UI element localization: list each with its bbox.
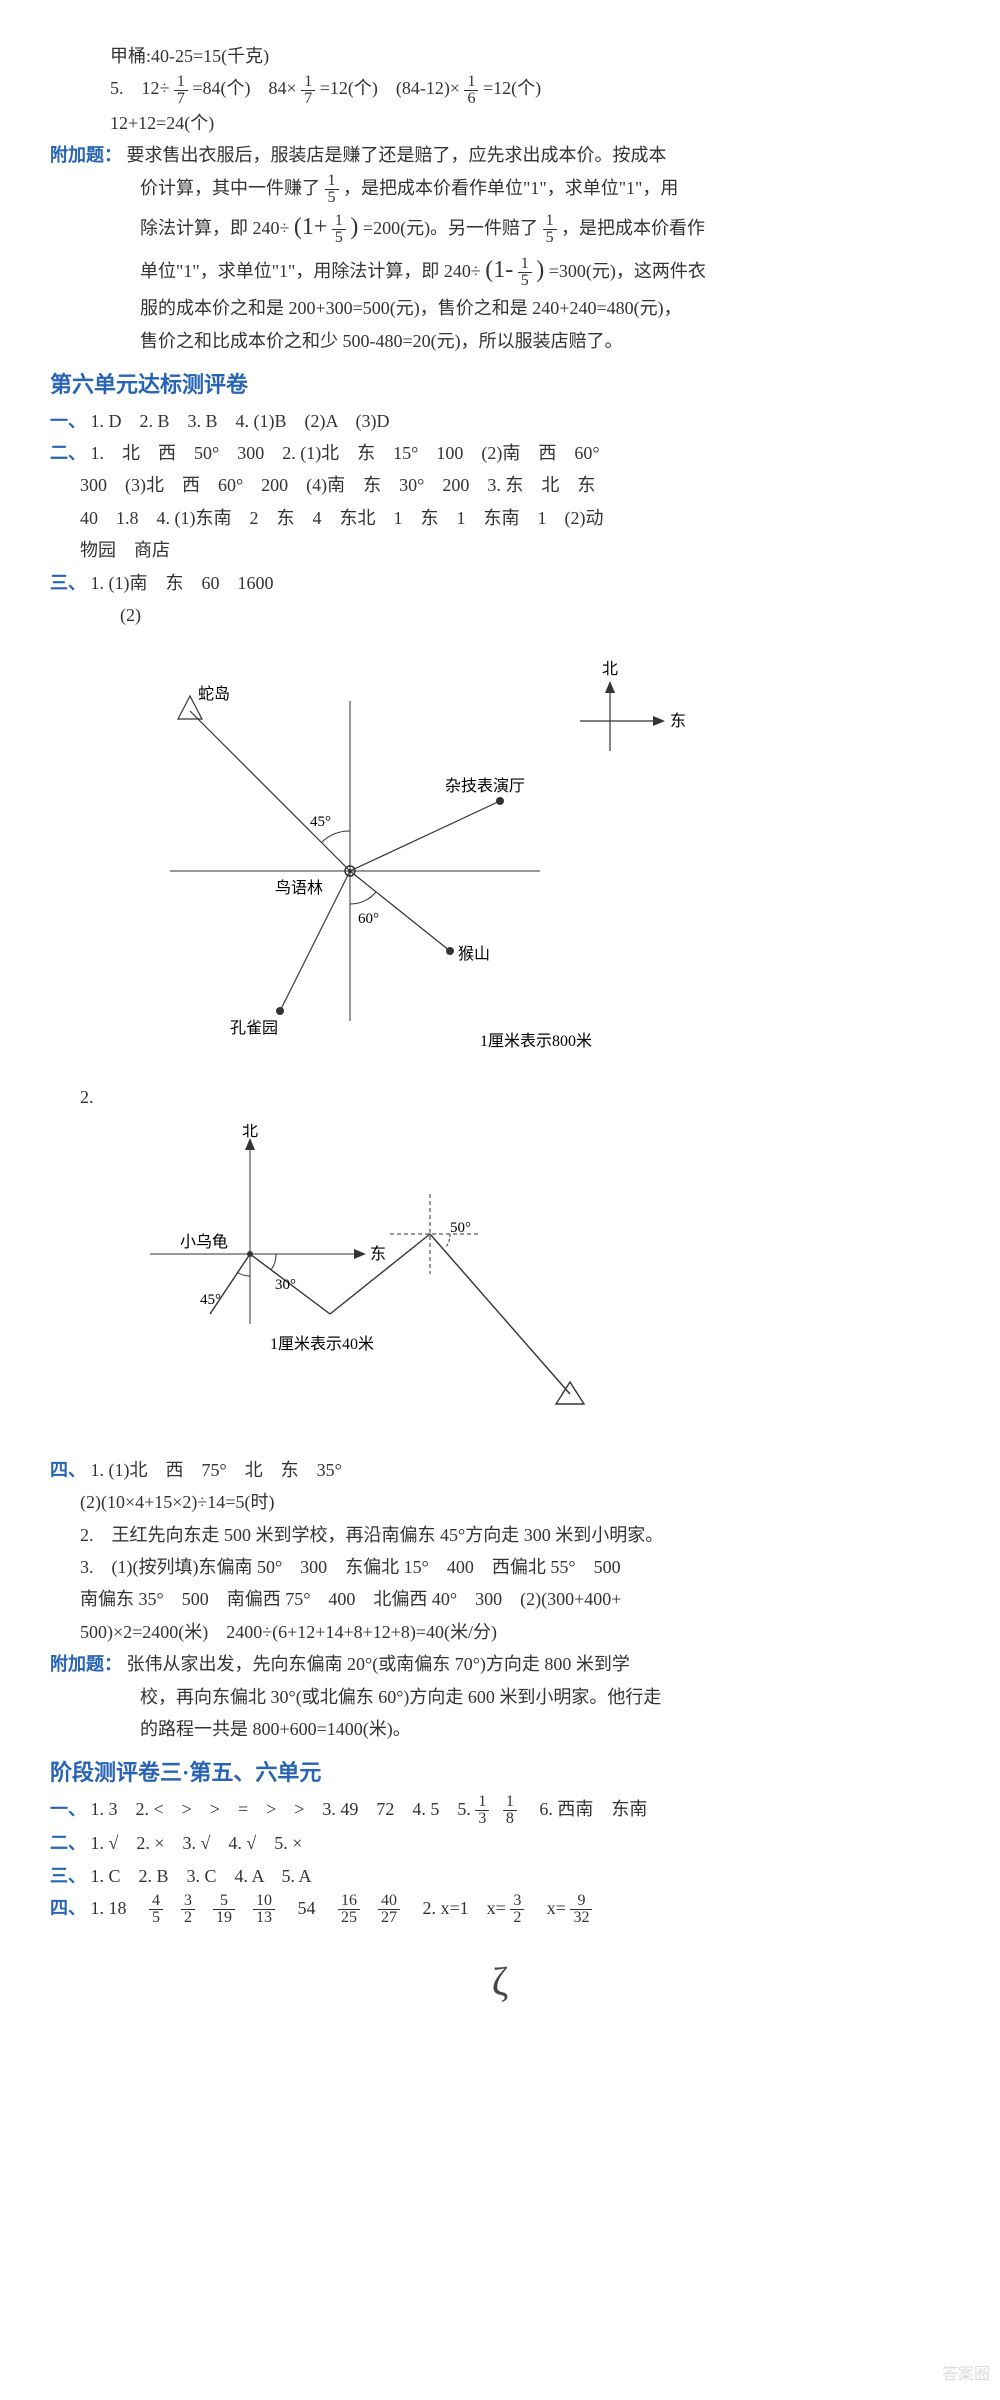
d2-angle50: 50° (450, 1220, 471, 1236)
d2-east: 东 (370, 1245, 386, 1263)
l2-mid1: =84(个) 84× (192, 78, 296, 98)
d2-angle45: 45° (200, 1292, 221, 1308)
s4-prefix: 四、 (50, 1460, 86, 1480)
kongque-label: 孔雀园 (230, 1019, 278, 1037)
unit6-s4-l3: 2. 王红先向东走 500 米到学校，再沿南偏东 45°方向走 300 米到小明… (50, 1519, 950, 1551)
fujia2-l1: 附加题： 张伟从家出发，先向东偏南 20°(或南偏东 70°)方向走 800 米… (50, 1648, 950, 1680)
s3-prefix: 三、 (50, 573, 86, 593)
unit6-s2-l4: 物园 商店 (50, 534, 950, 566)
frac-1-5c: 15 (543, 213, 557, 246)
fujia2-l3: 的路程一共是 800+600=1400(米)。 (50, 1713, 950, 1745)
niaoyu-label: 鸟语林 (275, 879, 323, 897)
d2-angle30: 30° (275, 1277, 296, 1293)
fujia-prefix: 附加题： (50, 145, 122, 165)
top-line3: 12+12=24(个) (50, 107, 950, 139)
compass-north-label: 北 (602, 660, 618, 678)
unit6-s2-l1: 二、 1. 北 西 50° 300 2. (1)北 东 15° 100 (2)南… (50, 437, 950, 469)
fujia-l4: 单位"1"，求单位"1"，用除法计算，即 240÷ (1- 15 ) =300(… (50, 249, 950, 292)
unit6-heading: 第六单元达标测评卷 (50, 365, 950, 405)
shedao-label: 蛇岛 (198, 685, 230, 703)
fujia-l6: 售价之和比成本价之和少 500-480=20(元)，所以服装店赔了。 (50, 325, 950, 357)
unit6-s4-l1: 四、 1. (1)北 西 75° 北 东 35° (50, 1454, 950, 1486)
diagram-1: 北 东 蛇岛 45° 杂技表演厅 猴山 60° 孔雀园 鸟语林 1厘米表示800… (50, 641, 950, 1071)
scale-label-2: 1厘米表示40米 (270, 1335, 374, 1353)
fujia-l3: 除法计算，即 240÷ (1+ 15 ) =200(元)。另一件赔了 15 ，是… (50, 206, 950, 249)
frac-1-7b: 17 (301, 74, 315, 107)
stage3-heading: 阶段测评卷三·第五、六单元 (50, 1753, 950, 1793)
unit6-s2-l3: 40 1.8 4. (1)东南 2 东 4 东北 1 东 1 东南 1 (2)动 (50, 502, 950, 534)
d2-xiaowugui: 小乌龟 (180, 1233, 228, 1251)
top-line2: 5. 12÷ 17 =84(个) 84× 17 =12(个) (84-12)× … (50, 72, 950, 106)
stage3-s4: 四、 1. 18 45 32 519 1013 54 1625 4027 2. … (50, 1892, 950, 1926)
fujia-l2: 价计算，其中一件赚了 15 ，是把成本价看作单位"1"，求单位"1"，用 (50, 172, 950, 206)
d2-north: 北 (242, 1124, 258, 1140)
unit6-s4-l5: 南偏东 35° 500 南偏西 75° 400 北偏西 40° 300 (2)(… (50, 1583, 950, 1615)
top-line1: 甲桶:40-25=15(千克) (50, 40, 950, 72)
l2-prefix: 5. 12÷ (110, 78, 169, 98)
unit6-s4-l2: (2)(10×4+15×2)÷14=5(时) (50, 1486, 950, 1518)
unit6-s3-l2: (2) (50, 599, 950, 631)
houshan-label: 猴山 (458, 945, 490, 963)
fujia-l5: 服的成本价之和是 200+300=500(元)，售价之和是 240+240=48… (50, 292, 950, 324)
unit6-s2-l2: 300 (3)北 西 60° 200 (4)南 东 30° 200 3. 东 北… (50, 469, 950, 501)
frac-1-5: 15 (325, 173, 339, 206)
unit6-s1: 一、 1. D 2. B 3. B 4. (1)B (2)A (3)D (50, 405, 950, 437)
watermark-text: 答案圈 (942, 2361, 990, 2390)
s2-prefix: 二、 (50, 443, 86, 463)
angle45-label: 45° (310, 814, 331, 830)
angle60-label: 60° (358, 911, 379, 927)
l2-end: =12(个) (483, 78, 541, 98)
handwritten-mark: ζ (50, 1946, 950, 2018)
frac-1-5d: 15 (518, 256, 532, 289)
unit6-s4-l4: 3. (1)(按列填)东偏南 50° 300 东偏北 15° 400 西偏北 5… (50, 1551, 950, 1583)
frac-1-8: 18 (503, 1794, 517, 1827)
stage3-s3: 三、 1. C 2. B 3. C 4. A 5. A (50, 1860, 950, 1892)
fujia2-l2: 校，再向东偏北 30°(或北偏东 60°)方向走 600 米到小明家。他行走 (50, 1681, 950, 1713)
s1-prefix: 一、 (50, 411, 86, 431)
compass-east-label: 东 (670, 712, 686, 730)
fujia-block: 附加题： 要求售出衣服后，服装店是赚了还是赔了，应先求出成本价。按成本 (50, 139, 950, 171)
diagram-2: 北 东 小乌龟 45° 30° 50° 1厘米表示40米 (50, 1124, 950, 1444)
frac-1-5b: 15 (332, 213, 346, 246)
unit6-s4-l6: 500)×2=2400(米) 2400÷(6+12+14+8+12+8)=40(… (50, 1616, 950, 1648)
fujia-l1: 要求售出衣服后，服装店是赚了还是赔了，应先求出成本价。按成本 (127, 145, 667, 165)
frac-1-7: 17 (174, 74, 188, 107)
scale-label-1: 1厘米表示800米 (480, 1032, 592, 1050)
stage3-s1: 一、 1. 3 2. < > > = > > 3. 49 72 4. 5 5. … (50, 1793, 950, 1827)
zaji-label: 杂技表演厅 (445, 777, 525, 795)
stage3-s2: 二、 1. √ 2. × 3. √ 4. √ 5. × (50, 1827, 950, 1859)
frac-1-6: 16 (464, 74, 478, 107)
diagram2-prefix: 2. (50, 1081, 950, 1113)
unit6-s3: 三、 1. (1)南 东 60 1600 (50, 567, 950, 599)
frac-1-3: 13 (475, 1794, 489, 1827)
l2-mid2: =12(个) (84-12)× (320, 78, 460, 98)
